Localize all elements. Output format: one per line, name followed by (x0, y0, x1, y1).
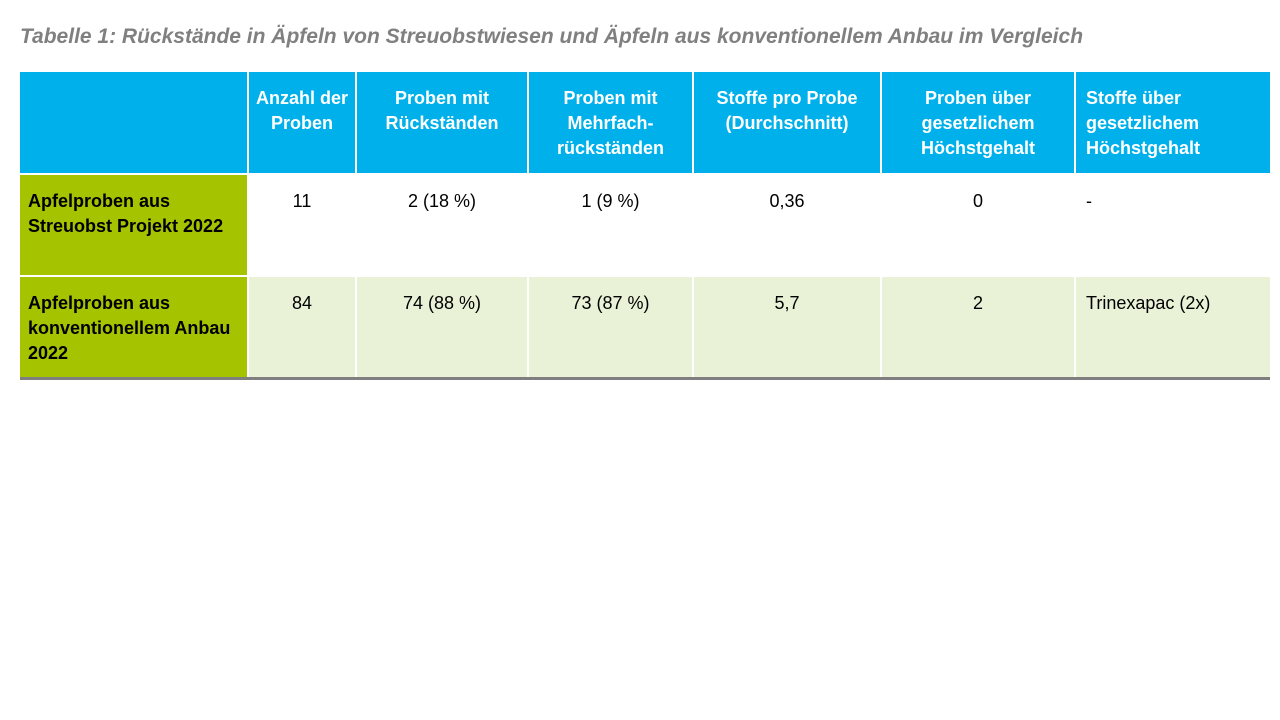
table-cell: - (1074, 173, 1270, 276)
table-cell: 0 (880, 173, 1075, 276)
table-caption: Tabelle 1: Rückstände in Äpfeln von Stre… (20, 25, 1084, 48)
header-label: Anzahl der Proben (255, 88, 348, 133)
header-label: Proben mit Rückständen (385, 88, 499, 133)
table-cell: 5,7 (692, 275, 881, 380)
header-stoffe-hoechstgehalt: Stoffe über gesetzlichem Höchstgehalt (1074, 72, 1270, 174)
residue-comparison-table: Anzahl der Proben Proben mit Rückständen… (20, 72, 1270, 380)
table-cell: 2 (18 %) (355, 173, 528, 276)
table-cell: 1 (9 %) (527, 173, 693, 276)
table-cell: 73 (87 %) (527, 275, 693, 380)
header-anzahl-proben: Anzahl der Proben (247, 72, 356, 174)
table-row: Apfelproben aus Streuobst Projekt 2022 1… (20, 173, 1270, 276)
header-mehrfachrueckstaende: Proben mit Mehrfach-rückständen (527, 72, 693, 174)
row-label: Apfelproben aus konventionellem Anbau 20… (20, 275, 248, 380)
header-stoffe-pro-probe: Stoffe pro Probe (Durchschnitt) (692, 72, 881, 174)
header-label: Proben mit Mehrfach-rückständen (556, 88, 665, 158)
table-row: Apfelproben aus konventionellem Anbau 20… (20, 275, 1270, 380)
header-label: Stoffe über gesetzlichem Höchstgehalt (1086, 88, 1201, 158)
header-label: Proben über gesetzlichem Höchstgehalt (920, 88, 1035, 158)
table-cell: 2 (880, 275, 1075, 380)
table-cell: Trinexapac (2x) (1074, 275, 1270, 380)
header-row: Anzahl der Proben Proben mit Rückständen… (20, 72, 1270, 174)
header-label: Stoffe pro Probe (Durchschnitt) (716, 88, 858, 133)
row-label: Apfelproben aus Streuobst Projekt 2022 (20, 173, 248, 276)
header-proben-hoechstgehalt: Proben über gesetzlichem Höchstgehalt (880, 72, 1075, 174)
header-empty-cell (20, 72, 248, 174)
table-cell: 84 (247, 275, 356, 380)
table-cell: 0,36 (692, 173, 881, 276)
table-cell: 11 (247, 173, 356, 276)
header-proben-rueckstaende: Proben mit Rückständen (355, 72, 528, 174)
table-cell: 74 (88 %) (355, 275, 528, 380)
